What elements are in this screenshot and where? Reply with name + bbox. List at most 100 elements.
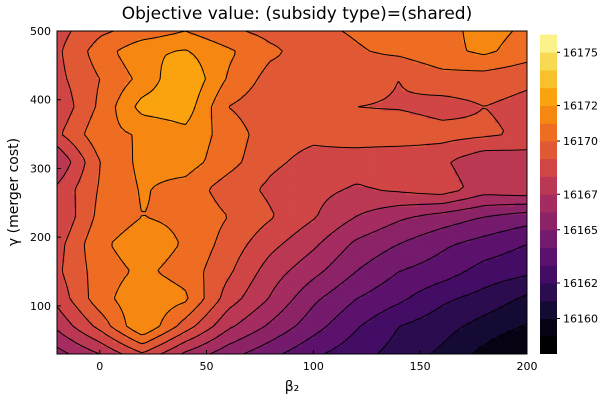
contour-cell (349, 226, 355, 231)
contour-cell (201, 317, 206, 323)
contour-cell (253, 222, 259, 227)
contour-cell (245, 246, 251, 251)
contour-cell (60, 277, 66, 283)
contour-cell (317, 230, 323, 235)
contour-cell (434, 273, 439, 279)
contour-cell (510, 349, 516, 354)
contour-cell (426, 293, 431, 299)
contour-cell (233, 246, 239, 251)
contour-cell (329, 333, 335, 339)
contour-cell (337, 265, 343, 271)
contour-cell (446, 297, 451, 303)
contour-cell (205, 313, 210, 319)
contour-cell (261, 277, 267, 283)
contour-cell (265, 230, 271, 235)
contour-cell (510, 186, 516, 191)
contour-cell (386, 313, 391, 319)
contour-cell (233, 285, 239, 291)
contour-cell (486, 234, 492, 239)
contour-cell (169, 305, 174, 311)
contour-cell (177, 246, 182, 251)
contour-cell (57, 198, 62, 203)
contour-cell (253, 182, 259, 187)
contour-cell (68, 333, 74, 339)
contour-cell (341, 214, 347, 219)
contour-cell (309, 226, 315, 231)
contour-cell (486, 186, 492, 191)
contour-cell (317, 226, 323, 231)
contour-cell (402, 281, 407, 287)
contour-cell (498, 198, 504, 203)
contour-cell (309, 254, 315, 259)
contour-cell (478, 269, 484, 275)
contour-cell (333, 289, 339, 295)
contour-cell (213, 269, 218, 275)
contour-cell (418, 186, 423, 191)
contour-cell (141, 309, 146, 315)
contour-cell (490, 261, 496, 267)
contour-cell (382, 261, 387, 267)
contour-cell (141, 238, 146, 243)
contour-cell (253, 194, 259, 199)
contour-cell (345, 246, 351, 251)
contour-cell (458, 254, 464, 259)
contour-cell (84, 289, 90, 295)
contour-cell (265, 305, 271, 311)
contour-cell (100, 194, 106, 199)
contour-cell (502, 277, 508, 283)
contour-cell (474, 206, 480, 211)
contour-cell (341, 313, 347, 319)
contour-cell (185, 289, 190, 295)
contour-cell (349, 321, 355, 327)
contour-cell (273, 261, 279, 267)
contour-cell (353, 301, 359, 307)
contour-cell (100, 305, 106, 311)
contour-cell (414, 190, 419, 195)
contour-cell (378, 277, 383, 283)
contour-cell (225, 210, 231, 215)
contour-cell (137, 313, 142, 319)
contour-cell (454, 214, 460, 219)
contour-cell (398, 313, 403, 319)
contour-cell (402, 317, 407, 323)
contour-cell (454, 305, 460, 311)
contour-cell (165, 313, 170, 319)
contour-cell (88, 214, 94, 219)
contour-cell (72, 234, 78, 239)
contour-cell (104, 234, 110, 239)
contour-cell (197, 234, 202, 239)
contour-cell (104, 238, 110, 243)
contour-cell (454, 289, 460, 295)
contour-cell (233, 277, 239, 283)
contour-cell (92, 277, 98, 283)
contour-cell (157, 222, 162, 227)
contour-cell (450, 269, 455, 275)
contour-cell (112, 345, 118, 351)
contour-cell (474, 313, 480, 319)
contour-cell (366, 258, 371, 263)
contour-cell (406, 254, 411, 259)
contour-cell (406, 210, 411, 215)
contour-cell (297, 325, 303, 331)
contour-cell (374, 254, 379, 259)
contour-cell (281, 226, 287, 231)
contour-cell (422, 345, 427, 351)
contour-cell (446, 242, 451, 247)
contour-cell (518, 242, 524, 247)
contour-cell (133, 194, 138, 199)
contour-cell (161, 317, 166, 323)
contour-cell (173, 297, 178, 303)
contour-cell (169, 190, 174, 195)
contour-cell (490, 234, 496, 239)
contour-cell (293, 238, 299, 243)
contour-cell (450, 254, 455, 259)
contour-cell (80, 238, 86, 243)
contour-cell (301, 285, 307, 291)
contour-cell (518, 269, 524, 275)
contour-cell (289, 238, 295, 243)
contour-cell (470, 325, 476, 331)
contour-cell (120, 186, 126, 191)
contour-cell (112, 341, 118, 347)
contour-cell (494, 293, 500, 299)
contour-cell (253, 277, 259, 283)
